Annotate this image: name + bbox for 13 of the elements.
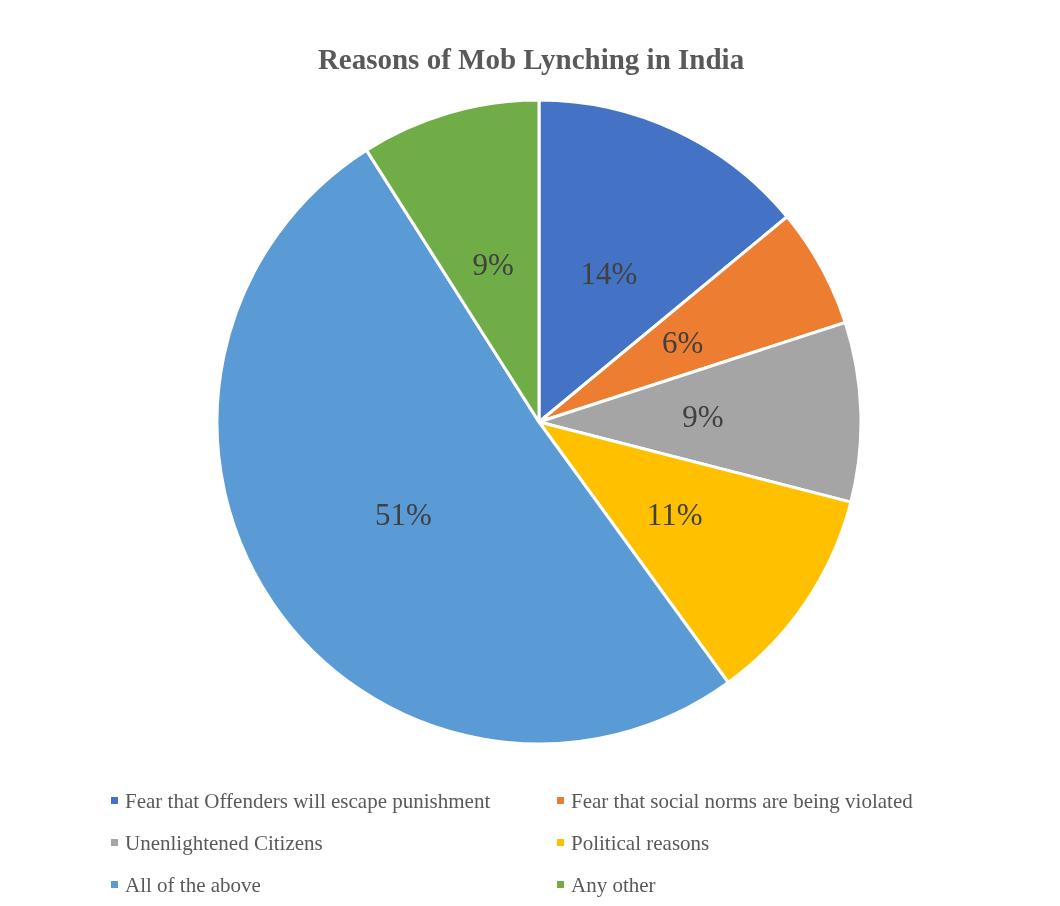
data-label: 11%: [646, 496, 703, 532]
legend-label: Any other: [571, 872, 656, 897]
data-label: 9%: [682, 399, 724, 435]
data-label: 9%: [472, 247, 514, 283]
legend-label: Fear that Offenders will escape punishment: [125, 788, 491, 813]
legend-label: All of the above: [125, 872, 261, 897]
data-label: 14%: [580, 256, 638, 292]
data-label: 51%: [374, 496, 432, 532]
legend-label: Fear that social norms are being violated: [571, 788, 914, 813]
chart-title: Reasons of Mob Lynching in India: [317, 42, 745, 75]
data-label: 6%: [662, 325, 704, 361]
legend-label: Unenlightened Citizens: [125, 830, 323, 855]
legend-label: Political reasons: [571, 830, 710, 855]
